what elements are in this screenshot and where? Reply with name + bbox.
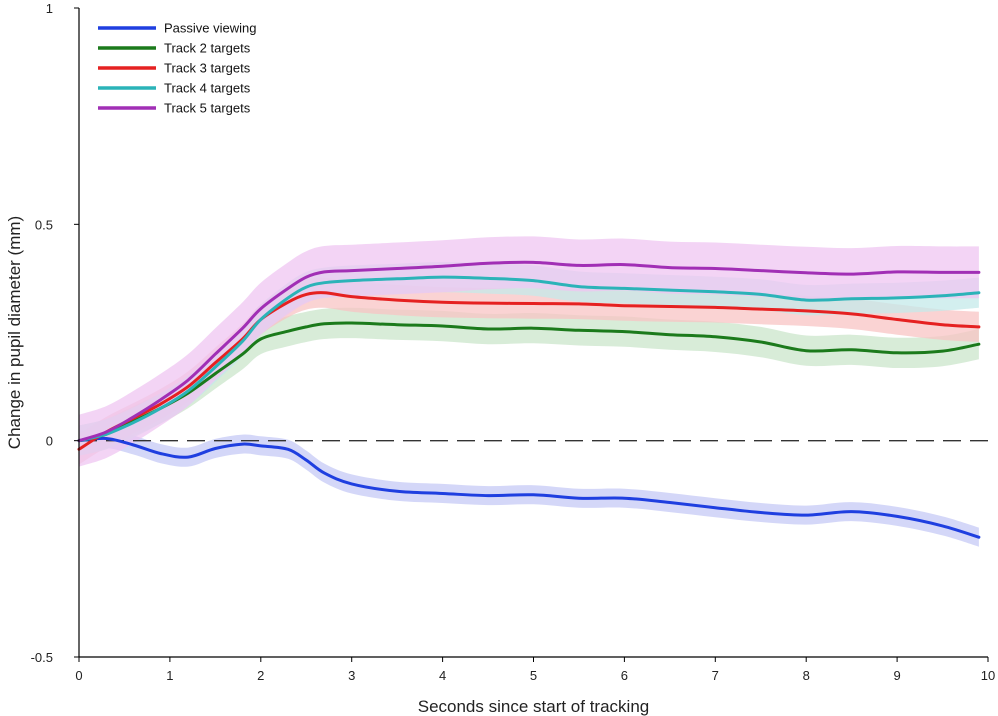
- legend-label: Track 5 targets: [164, 101, 251, 116]
- x-tick-label: 2: [257, 668, 264, 683]
- series-lines: [77, 260, 981, 539]
- legend: Passive viewing Track 2 targets Track 3 ta…: [98, 21, 257, 116]
- legend-item-track-3-targets: Track 3 targets: [98, 61, 251, 76]
- legend-label: Track 3 targets: [164, 61, 251, 76]
- x-tick-label: 9: [893, 668, 900, 683]
- axes: [74, 7, 989, 662]
- legend-label: Passive viewing: [164, 21, 257, 36]
- y-axis-title: Change in pupil diameter (mm): [5, 216, 24, 449]
- y-tick-label: 0: [46, 434, 53, 449]
- legend-label: Track 4 targets: [164, 81, 251, 96]
- x-tick-label: 1: [166, 668, 173, 683]
- band-track-3-targets: [79, 277, 979, 465]
- y-tick-label: -0.5: [31, 650, 53, 665]
- band-track-2-targets: [79, 307, 979, 456]
- legend-item-track-5-targets: Track 5 targets: [98, 101, 251, 116]
- x-tick-label: 5: [530, 668, 537, 683]
- series-line-passive-viewing: [77, 436, 981, 539]
- series-line-track-5-targets: [77, 260, 981, 443]
- x-tick-label: 8: [803, 668, 810, 683]
- y-tick-label: 0.5: [35, 217, 53, 232]
- series-line-track-2-targets: [77, 321, 981, 443]
- x-axis-title: Seconds since start of tracking: [418, 697, 650, 716]
- x-tick-label: 3: [348, 668, 355, 683]
- y-tick-label: 1: [46, 1, 53, 16]
- legend-item-passive-viewing: Passive viewing: [98, 21, 257, 36]
- confidence-bands: [79, 236, 979, 547]
- series-line-track-4-targets: [77, 275, 981, 443]
- x-tick-label: 4: [439, 668, 446, 683]
- tick-labels: 0 1 2 3 4 5 6 7 8 9 10 -0.5 0 0.5 1: [31, 1, 996, 683]
- x-tick-label: 7: [712, 668, 719, 683]
- band-passive-viewing: [79, 428, 979, 547]
- series-line-track-3-targets: [77, 291, 981, 451]
- x-tick-label: 10: [981, 668, 995, 683]
- legend-item-track-2-targets: Track 2 targets: [98, 41, 251, 56]
- legend-item-track-4-targets: Track 4 targets: [98, 81, 251, 96]
- x-tick-label: 6: [621, 668, 628, 683]
- x-tick-label: 0: [75, 668, 82, 683]
- legend-label: Track 2 targets: [164, 41, 251, 56]
